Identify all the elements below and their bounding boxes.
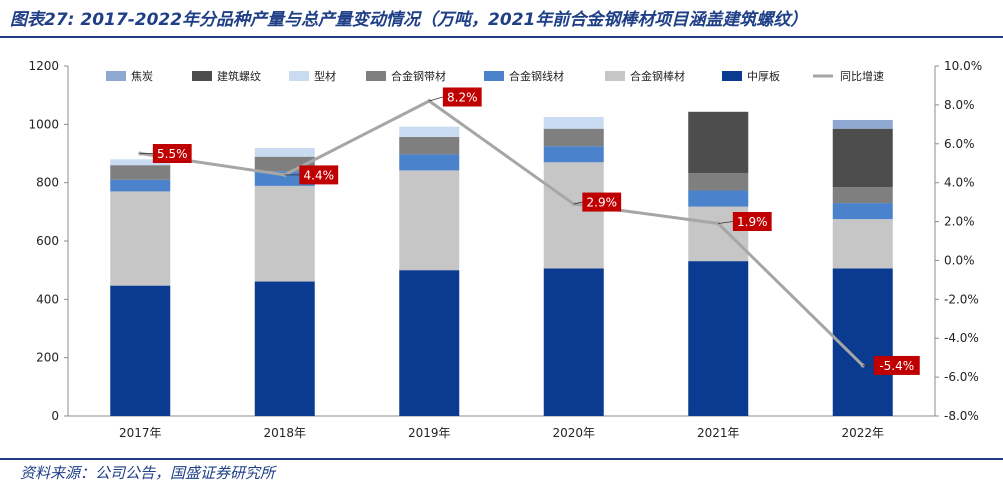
x-tick-label: 2018年 <box>263 426 306 440</box>
legend-swatch <box>366 71 386 81</box>
data-label: 4.4% <box>304 168 335 182</box>
bar-segment <box>110 159 171 166</box>
data-label-box <box>442 87 482 107</box>
y2-tick-label: 10.0% <box>944 59 982 73</box>
bar-segment <box>832 187 893 204</box>
legend-swatch <box>106 71 126 81</box>
y2-tick-label: 8.0% <box>944 98 975 112</box>
legend-swatch <box>289 71 309 81</box>
bar-segment <box>254 281 315 416</box>
data-label-box <box>732 212 772 231</box>
legend-label: 焦炭 <box>131 70 153 83</box>
y2-tick-label: -6.0% <box>944 370 979 384</box>
data-label: -5.4% <box>879 359 914 373</box>
bar-segment <box>832 203 893 220</box>
bar-segment <box>832 128 893 188</box>
bar-segment <box>399 136 460 155</box>
data-label: 2.9% <box>587 196 618 210</box>
legend-swatch <box>484 71 504 81</box>
bar-segment <box>399 126 460 137</box>
x-tick-label: 2020年 <box>552 426 595 440</box>
legend-label: 合金钢棒材 <box>630 69 685 83</box>
bar-segment <box>688 173 749 191</box>
data-label: 1.9% <box>737 215 768 229</box>
bar-segment <box>110 179 171 192</box>
bar-segment <box>254 185 315 282</box>
bar-segment <box>688 111 749 174</box>
bar-segment <box>399 270 460 416</box>
legend-label: 中厚板 <box>747 69 780 83</box>
y-tick-label: 0 <box>51 409 59 423</box>
y2-tick-label: 2.0% <box>944 215 975 229</box>
bar-segment <box>543 117 604 129</box>
data-label-box <box>582 192 622 212</box>
top-divider <box>0 36 1003 38</box>
bottom-divider <box>0 458 1003 460</box>
data-label-box <box>873 355 920 375</box>
legend-label: 合金钢带材 <box>391 69 446 83</box>
x-tick-label: 2022年 <box>841 426 884 440</box>
y-tick-label: 800 <box>36 176 59 190</box>
label-leader <box>718 221 733 224</box>
y-tick-label: 400 <box>36 292 59 306</box>
bar-segment <box>543 162 604 269</box>
label-leader <box>573 201 583 205</box>
data-label: 5.5% <box>157 147 188 161</box>
data-label-box <box>152 144 192 163</box>
bar-segment <box>543 128 604 147</box>
bar-segment <box>688 190 749 207</box>
label-leader <box>429 96 443 102</box>
bar-segment <box>543 268 604 416</box>
bar-segment <box>399 154 460 171</box>
legend-swatch <box>605 71 625 81</box>
bar-segment <box>254 147 315 157</box>
data-label: 8.2% <box>447 91 478 105</box>
legend-label: 同比增速 <box>840 69 884 83</box>
bar-segment <box>832 268 893 416</box>
chart-area: 0 200 400 600 800 1000 1200 -8.0% -6.0% -4.0% -2.0… <box>28 59 982 440</box>
x-tick-label: 2021年 <box>697 426 740 440</box>
bar-segment <box>832 119 893 129</box>
bar-segment <box>399 170 460 271</box>
y2-tick-label: 6.0% <box>944 137 975 151</box>
legend-swatch <box>722 71 742 81</box>
y-tick-label: 200 <box>36 351 59 365</box>
legend-label: 型材 <box>314 69 336 83</box>
growth-line <box>140 99 864 367</box>
bar-segment <box>543 146 604 163</box>
y2-tick-label: -8.0% <box>944 409 979 423</box>
y2-tick-label: -4.0% <box>944 331 979 345</box>
source-note: 资料来源：公司公告，国盛证券研究所 <box>20 464 276 482</box>
chart-title: 图表27: 2017-2022年分品种产量与总产量变动情况（万吨，2021年前合… <box>10 10 808 30</box>
bar-segment <box>832 219 893 269</box>
x-tick-label: 2017年 <box>119 426 162 440</box>
bar-segment <box>110 285 171 416</box>
bar-segment <box>110 191 171 286</box>
legend-label: 合金钢线材 <box>509 69 564 83</box>
legend-swatch <box>192 71 212 81</box>
y2-tick-label: 0.0% <box>944 253 975 267</box>
y2-tick-label: -2.0% <box>944 292 979 306</box>
data-label-box <box>299 165 339 185</box>
y-tick-label: 600 <box>36 234 59 248</box>
bar-segment <box>688 261 749 416</box>
x-tick-label: 2019年 <box>408 426 451 440</box>
bar-segment <box>110 165 171 180</box>
legend-label: 建筑螺纹 <box>217 69 261 83</box>
y-tick-label: 1200 <box>28 59 59 73</box>
y-tick-label: 1000 <box>28 117 59 131</box>
y2-tick-label: 4.0% <box>944 176 975 190</box>
